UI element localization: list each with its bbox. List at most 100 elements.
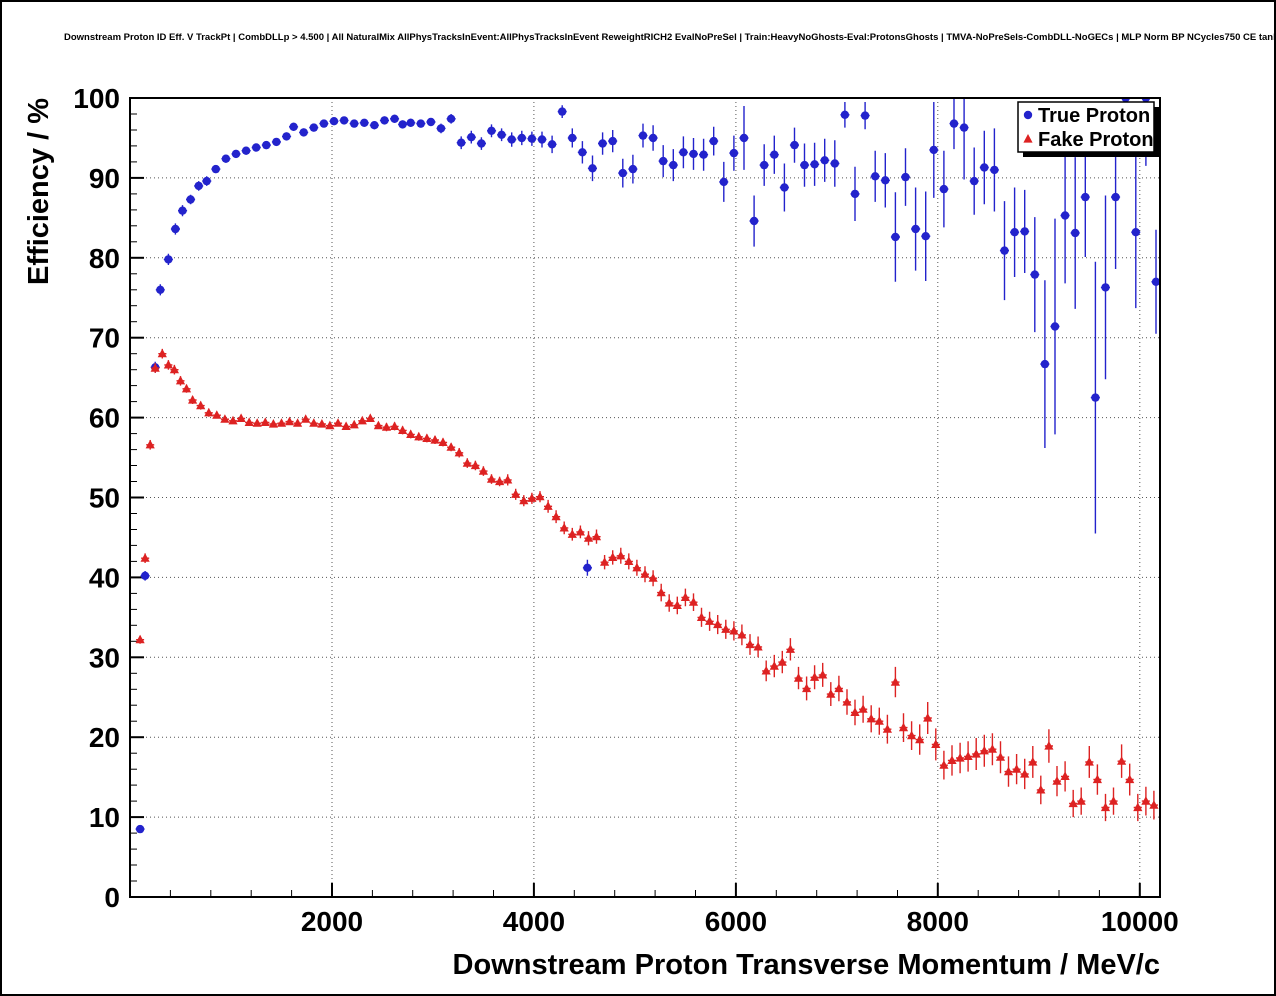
- data-point-fake-proton: [284, 416, 295, 426]
- data-point-fake-proton: [818, 669, 828, 679]
- data-point-fake-proton: [169, 364, 179, 374]
- data-point-true-proton: [164, 255, 173, 264]
- data-point-true-proton: [901, 172, 910, 182]
- data-point-fake-proton: [656, 587, 666, 597]
- data-point-true-proton: [820, 156, 829, 165]
- data-point-true-proton: [1081, 192, 1090, 202]
- y-tick-label: 100: [73, 83, 120, 114]
- data-point-true-proton: [1121, 98, 1130, 103]
- y-tick-label: 60: [89, 403, 120, 434]
- data-point-fake-proton: [753, 641, 763, 651]
- data-point-true-proton: [252, 143, 261, 152]
- data-point-fake-proton: [535, 491, 545, 501]
- data-point-fake-proton: [293, 418, 303, 427]
- data-point-fake-proton: [842, 697, 852, 706]
- data-point-fake-proton: [979, 745, 989, 755]
- data-point-true-proton: [980, 163, 989, 172]
- data-point-fake-proton: [939, 760, 949, 769]
- data-point-true-proton: [1050, 322, 1060, 331]
- data-point-fake-proton: [826, 689, 836, 698]
- y-tick-label: 10: [89, 802, 120, 833]
- data-point-fake-proton: [1141, 796, 1151, 805]
- data-point-fake-proton: [181, 383, 192, 393]
- data-point-true-proton: [436, 124, 446, 133]
- y-tick-label: 80: [89, 243, 120, 274]
- data-point-fake-proton: [478, 466, 488, 475]
- data-point-fake-proton: [204, 407, 214, 417]
- data-point-fake-proton: [583, 533, 594, 542]
- data-point-fake-proton: [188, 395, 198, 404]
- data-point-fake-proton: [349, 419, 359, 429]
- data-point-true-proton: [477, 139, 486, 148]
- data-point-true-proton: [1071, 228, 1080, 238]
- x-tick-label: 8000: [907, 906, 969, 937]
- data-point-fake-proton: [212, 410, 222, 419]
- y-tick-label: 50: [89, 483, 120, 514]
- data-point-true-proton: [588, 164, 597, 173]
- data-point-true-proton: [1091, 393, 1100, 402]
- y-tick-label: 30: [89, 642, 120, 673]
- data-point-fake-proton: [325, 420, 335, 430]
- y-tick-label: 40: [89, 562, 120, 593]
- data-point-fake-proton: [600, 557, 610, 566]
- data-point-true-proton: [558, 107, 567, 116]
- data-point-fake-proton: [390, 421, 400, 430]
- y-tick-label: 70: [89, 323, 120, 354]
- plot-title: Downstream Proton ID Eff. V TrackPt | Co…: [64, 32, 1274, 43]
- data-point-fake-proton: [648, 573, 658, 582]
- data-point-true-proton: [939, 184, 949, 194]
- data-point-fake-proton: [145, 439, 155, 449]
- data-point-true-proton: [760, 160, 769, 170]
- data-point-true-proton: [840, 110, 850, 120]
- data-point-fake-proton: [890, 677, 900, 686]
- data-point-fake-proton: [357, 415, 367, 425]
- data-point-true-proton: [221, 154, 231, 163]
- data-point-fake-proton: [470, 460, 480, 470]
- data-point-true-proton: [370, 121, 379, 130]
- data-point-fake-proton: [551, 511, 561, 521]
- data-point-true-proton: [648, 133, 658, 143]
- data-point-fake-proton: [1117, 756, 1127, 765]
- data-point-fake-proton: [244, 417, 254, 426]
- data-point-true-proton: [699, 150, 708, 159]
- data-point-fake-proton: [737, 629, 747, 639]
- data-point-fake-proton: [882, 724, 892, 733]
- data-point-true-proton: [1040, 359, 1050, 369]
- data-point-true-proton: [380, 116, 389, 125]
- data-point-fake-proton: [802, 683, 812, 693]
- data-point-true-proton: [669, 160, 678, 170]
- data-point-true-proton: [211, 164, 220, 174]
- data-point-true-proton: [598, 139, 607, 148]
- data-point-true-proton: [507, 135, 516, 144]
- data-point-true-proton: [959, 123, 969, 132]
- data-point-true-proton: [1101, 283, 1110, 292]
- data-point-fake-proton: [866, 713, 876, 723]
- y-tick-label: 0: [104, 882, 120, 913]
- data-point-true-proton: [517, 133, 526, 143]
- data-point-fake-proton: [713, 619, 723, 629]
- data-point-true-proton: [618, 168, 627, 178]
- data-point-true-proton: [1131, 228, 1141, 237]
- data-point-fake-proton: [705, 616, 715, 625]
- data-point-fake-proton: [135, 634, 145, 644]
- data-point-fake-proton: [591, 531, 602, 541]
- data-point-true-proton: [860, 111, 870, 120]
- data-point-true-proton: [929, 145, 938, 155]
- data-point-fake-proton: [575, 526, 585, 536]
- data-point-true-proton: [186, 195, 195, 204]
- data-point-fake-proton: [1133, 802, 1143, 812]
- data-point-fake-proton: [608, 552, 618, 561]
- data-point-true-proton: [628, 164, 638, 174]
- data-point-true-proton: [350, 119, 359, 128]
- data-point-fake-proton: [543, 501, 553, 510]
- data-point-fake-proton: [422, 433, 432, 442]
- data-point-fake-proton: [373, 420, 383, 430]
- data-point-fake-proton: [931, 739, 941, 748]
- data-point-fake-proton: [1125, 774, 1135, 784]
- data-point-fake-proton: [414, 431, 424, 441]
- data-point-fake-proton: [688, 597, 699, 606]
- data-point-fake-proton: [1084, 757, 1094, 766]
- data-point-true-proton: [689, 149, 698, 159]
- data-point-true-proton: [241, 146, 251, 155]
